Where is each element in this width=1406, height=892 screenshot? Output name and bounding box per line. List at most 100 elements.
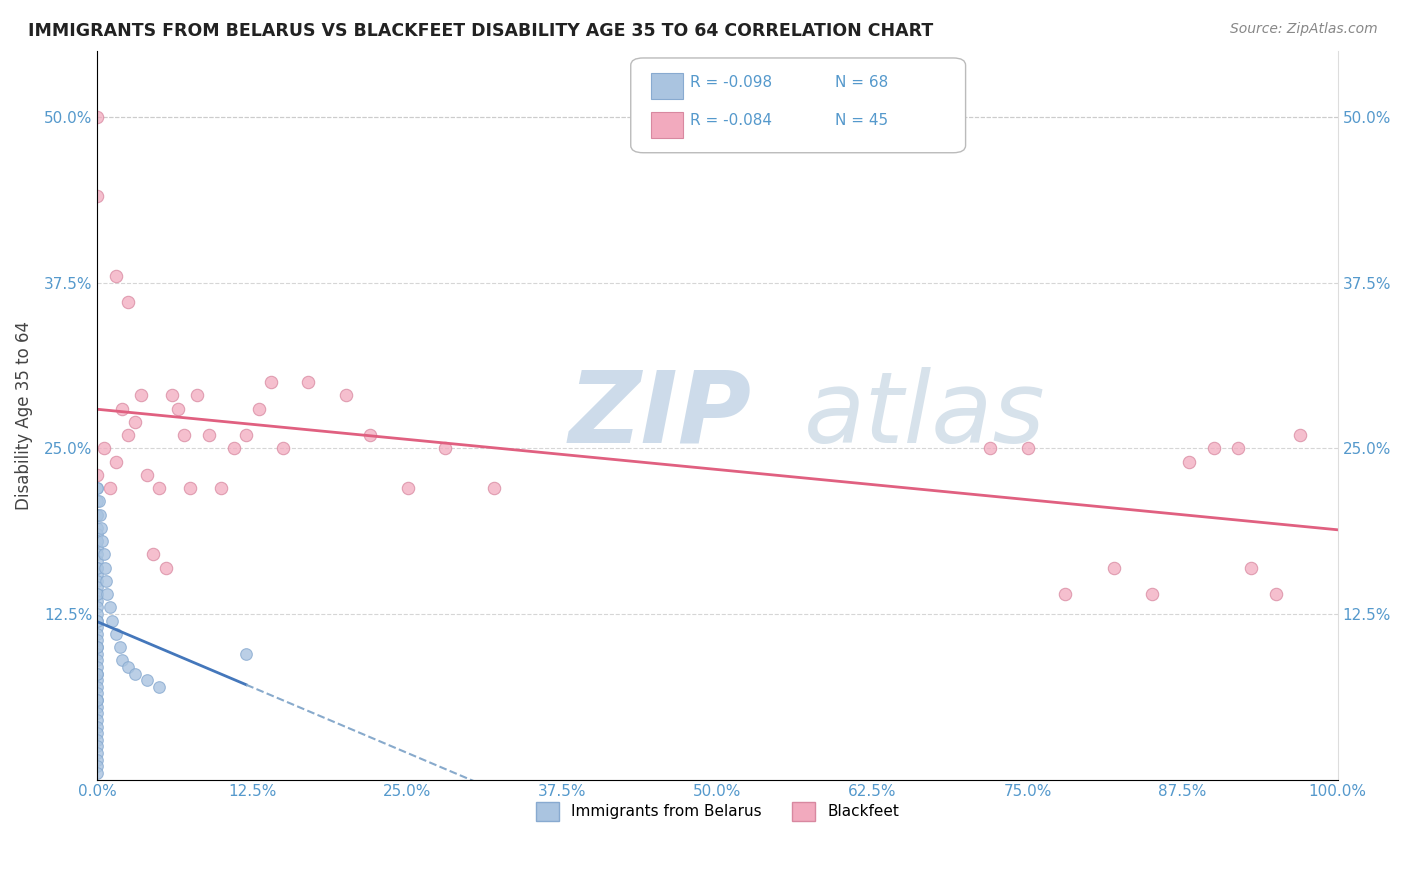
Point [117, 428, 139, 442]
Point [86, 759, 108, 773]
Point [89, 508, 111, 522]
FancyBboxPatch shape [651, 72, 683, 99]
Point [433, 442, 456, 456]
Text: R = -0.084: R = -0.084 [690, 112, 772, 128]
Point [105, 454, 128, 468]
Point [86, 720, 108, 734]
Point [1017, 442, 1039, 456]
Point [979, 442, 1001, 456]
Point [198, 428, 221, 442]
Point [117, 295, 139, 310]
Point [179, 481, 201, 495]
Point [86, 560, 108, 574]
Point [86, 732, 108, 747]
Point [86, 481, 108, 495]
Point [86, 653, 108, 667]
Point [86, 753, 108, 767]
Point [94, 560, 117, 574]
Point [86, 693, 108, 707]
Point [1053, 587, 1076, 601]
Point [86, 739, 108, 754]
Point [129, 388, 152, 402]
Point [86, 527, 108, 541]
Point [235, 647, 257, 661]
Point [1202, 442, 1225, 456]
Point [98, 481, 121, 495]
Point [86, 633, 108, 648]
Point [1264, 587, 1286, 601]
Point [335, 388, 357, 402]
Point [86, 467, 108, 482]
Point [86, 673, 108, 688]
Legend: Immigrants from Belarus, Blackfeet: Immigrants from Belarus, Blackfeet [530, 796, 905, 827]
Point [86, 560, 108, 574]
Point [1240, 560, 1263, 574]
Point [93, 547, 115, 561]
Point [98, 600, 121, 615]
Text: atlas: atlas [804, 367, 1046, 464]
FancyBboxPatch shape [651, 112, 683, 138]
Point [86, 494, 108, 508]
Point [86, 746, 108, 760]
Point [247, 401, 270, 416]
Point [1178, 454, 1201, 468]
Point [297, 375, 319, 389]
Y-axis label: Disability Age 35 to 64: Disability Age 35 to 64 [15, 320, 32, 509]
Point [86, 726, 108, 740]
Point [86, 640, 108, 654]
Point [86, 521, 108, 535]
Text: IMMIGRANTS FROM BELARUS VS BLACKFEET DISABILITY AGE 35 TO 64 CORRELATION CHART: IMMIGRANTS FROM BELARUS VS BLACKFEET DIS… [28, 22, 934, 40]
Text: N = 68: N = 68 [835, 75, 889, 90]
Point [86, 508, 108, 522]
Point [86, 541, 108, 555]
Point [86, 660, 108, 674]
Point [273, 442, 295, 456]
Point [86, 706, 108, 721]
Point [96, 587, 118, 601]
Point [235, 428, 257, 442]
Point [136, 467, 159, 482]
Point [86, 686, 108, 700]
Point [86, 110, 108, 124]
Point [86, 607, 108, 621]
Point [211, 481, 233, 495]
Point [186, 388, 208, 402]
Point [260, 375, 283, 389]
Point [101, 614, 124, 628]
Point [86, 640, 108, 654]
Point [86, 547, 108, 561]
Point [167, 401, 190, 416]
Point [86, 666, 108, 681]
Point [148, 680, 170, 694]
Point [86, 766, 108, 780]
Point [86, 699, 108, 714]
Point [1227, 442, 1250, 456]
Point [86, 534, 108, 549]
Point [142, 547, 165, 561]
Point [1140, 587, 1163, 601]
Point [86, 189, 108, 203]
Point [93, 442, 115, 456]
Point [86, 614, 108, 628]
Point [86, 666, 108, 681]
Point [86, 620, 108, 634]
Point [222, 442, 245, 456]
Text: N = 45: N = 45 [835, 112, 889, 128]
Point [86, 600, 108, 615]
Point [90, 521, 112, 535]
Point [91, 534, 114, 549]
Text: R = -0.098: R = -0.098 [690, 75, 772, 90]
Point [105, 268, 128, 283]
Point [86, 627, 108, 641]
Point [86, 693, 108, 707]
Point [111, 653, 134, 667]
Point [1289, 428, 1312, 442]
Point [86, 587, 108, 601]
Point [396, 481, 419, 495]
Point [148, 481, 170, 495]
Point [86, 481, 108, 495]
Point [86, 574, 108, 588]
Text: ZIP: ZIP [569, 367, 752, 464]
Point [124, 415, 146, 429]
Point [124, 666, 146, 681]
